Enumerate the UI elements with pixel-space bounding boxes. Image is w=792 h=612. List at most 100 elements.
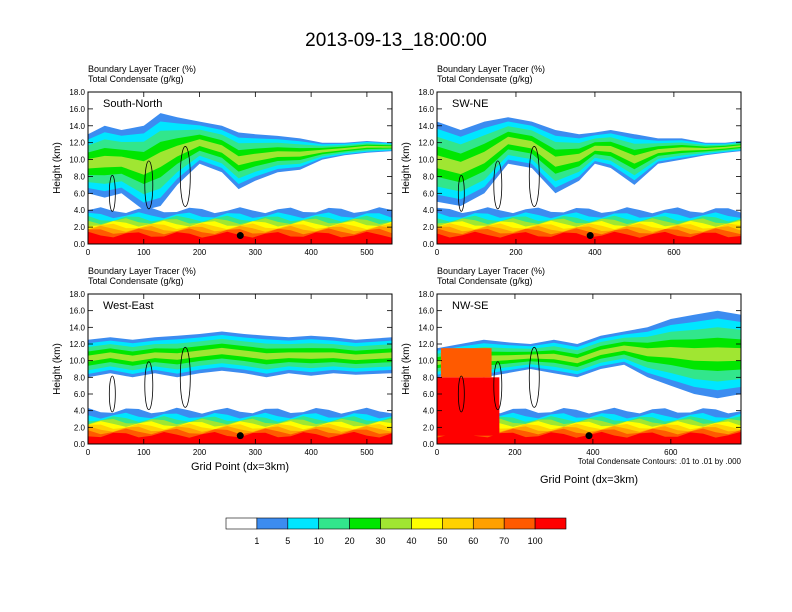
y-tick-label: 6.0 xyxy=(423,390,435,399)
colorbar-swatch xyxy=(534,517,567,530)
x-tick-label: 500 xyxy=(360,248,374,257)
colorbar-swatch xyxy=(287,517,320,530)
location-marker xyxy=(236,232,244,240)
y-tick-label: 10.0 xyxy=(418,156,434,165)
figure-title: 2013-09-13_18:00:00 xyxy=(305,30,487,51)
y-tick-label: 0.0 xyxy=(74,440,86,449)
panel-sw-ne: Boundary Layer Tracer (%)Total Condensat… xyxy=(401,64,742,257)
location-marker xyxy=(585,432,593,440)
plot-frame xyxy=(436,91,742,245)
plot-area xyxy=(437,92,741,244)
panel-label: South-North xyxy=(103,98,162,110)
x-tick-label: 400 xyxy=(304,448,318,457)
location-marker xyxy=(586,232,594,240)
panel-west-east: Boundary Layer Tracer (%)Total Condensat… xyxy=(52,266,393,473)
y-tick-label: 2.0 xyxy=(423,223,435,232)
colorbar-swatch xyxy=(503,517,536,530)
y-axis-label: Height (km) xyxy=(52,343,63,395)
x-tick-label: 600 xyxy=(667,248,681,257)
colorbar-swatch xyxy=(318,517,350,530)
y-tick-label: 10.0 xyxy=(69,156,85,165)
y-tick-label: 18.0 xyxy=(69,290,85,299)
plot-area xyxy=(437,294,741,444)
colorbar-label: 20 xyxy=(345,536,355,546)
y-tick-label: 4.0 xyxy=(74,206,86,215)
y-tick-label: 18.0 xyxy=(418,88,434,97)
x-tick-label: 400 xyxy=(586,448,600,457)
band-level-40 xyxy=(88,347,392,362)
colorbar-label: 50 xyxy=(437,536,447,546)
condensate-contour xyxy=(108,174,116,212)
x-tick-label: 100 xyxy=(137,248,151,257)
colorbar-swatch xyxy=(411,517,443,530)
y-tick-label: 0.0 xyxy=(423,440,435,449)
y-tick-label: 6.0 xyxy=(74,189,86,198)
y-tick-label: 2.0 xyxy=(74,423,86,432)
panel-label: NW-SE xyxy=(452,300,488,312)
location-marker xyxy=(236,432,244,440)
y-tick-label: 16.0 xyxy=(418,307,434,316)
colorbar-label: 70 xyxy=(499,536,509,546)
colorbar-swatch xyxy=(256,517,289,530)
y-tick-label: 2.0 xyxy=(74,223,86,232)
condensate-contour xyxy=(144,160,154,210)
colorbar-swatch xyxy=(442,517,474,530)
y-tick-label: 16.0 xyxy=(69,307,85,316)
panel-south-north: Boundary Layer Tracer (%)Total Condensat… xyxy=(52,64,393,257)
plot-frame xyxy=(436,293,742,445)
y-tick-label: 2.0 xyxy=(423,423,435,432)
x-tick-label: 200 xyxy=(193,448,207,457)
panel-nw-se: Boundary Layer Tracer (%)Total Condensat… xyxy=(401,266,742,486)
condensate-contour xyxy=(493,361,503,411)
condensate-contour xyxy=(108,375,116,413)
colorbar-label: 10 xyxy=(314,536,324,546)
colorbar-label: 5 xyxy=(285,536,290,546)
y-axis-label: Height (km) xyxy=(52,142,63,194)
x-axis-label: Grid Point (dx=3km) xyxy=(540,474,638,486)
y-tick-label: 10.0 xyxy=(418,357,434,366)
condensate-contour xyxy=(457,375,465,413)
y-tick-label: 14.0 xyxy=(418,323,434,332)
y-tick-label: 16.0 xyxy=(69,105,85,114)
colorbar-swatch xyxy=(472,517,505,530)
band-level-40 xyxy=(437,136,741,175)
colorbar-label: 100 xyxy=(528,536,543,546)
y-tick-label: 12.0 xyxy=(69,340,85,349)
condensate-contour xyxy=(179,146,191,207)
condensate-contour xyxy=(493,160,503,210)
x-tick-label: 400 xyxy=(588,248,602,257)
condensate-contour xyxy=(528,146,540,207)
condensate-contour xyxy=(457,174,465,212)
y-tick-label: 12.0 xyxy=(69,139,85,148)
condensate-contour xyxy=(528,346,540,408)
band-level-40 xyxy=(437,345,741,366)
plot-area xyxy=(88,92,392,244)
field-label-tracer: Boundary Layer Tracer (%) xyxy=(437,64,545,74)
x-tick-label: 400 xyxy=(304,248,318,257)
x-tick-label: 0 xyxy=(435,248,440,257)
y-tick-label: 12.0 xyxy=(418,139,434,148)
y-tick-label: 8.0 xyxy=(423,373,435,382)
y-tick-label: 16.0 xyxy=(418,105,434,114)
x-tick-label: 0 xyxy=(86,248,91,257)
convective-anvil xyxy=(440,348,492,378)
y-tick-label: 10.0 xyxy=(69,357,85,366)
y-tick-label: 18.0 xyxy=(418,290,434,299)
x-tick-label: 300 xyxy=(249,448,263,457)
colorbar-label: 1 xyxy=(254,536,259,546)
y-tick-label: 6.0 xyxy=(423,189,435,198)
y-tick-label: 4.0 xyxy=(74,407,86,416)
field-label-tracer: Boundary Layer Tracer (%) xyxy=(88,64,196,74)
field-label-condensate: Total Condensate (g/kg) xyxy=(88,276,184,286)
field-label-tracer: Boundary Layer Tracer (%) xyxy=(437,266,545,276)
colorbar-swatch xyxy=(225,517,258,530)
colorbar: 1 5 10 20 30 40 50 60 70 100 xyxy=(225,517,567,546)
y-tick-label: 4.0 xyxy=(423,407,435,416)
y-tick-label: 0.0 xyxy=(74,240,86,249)
y-tick-label: 8.0 xyxy=(74,373,86,382)
colorbar-swatch xyxy=(380,517,412,530)
y-tick-label: 8.0 xyxy=(74,172,86,181)
y-tick-label: 8.0 xyxy=(423,172,435,181)
field-label-tracer: Boundary Layer Tracer (%) xyxy=(88,266,196,276)
